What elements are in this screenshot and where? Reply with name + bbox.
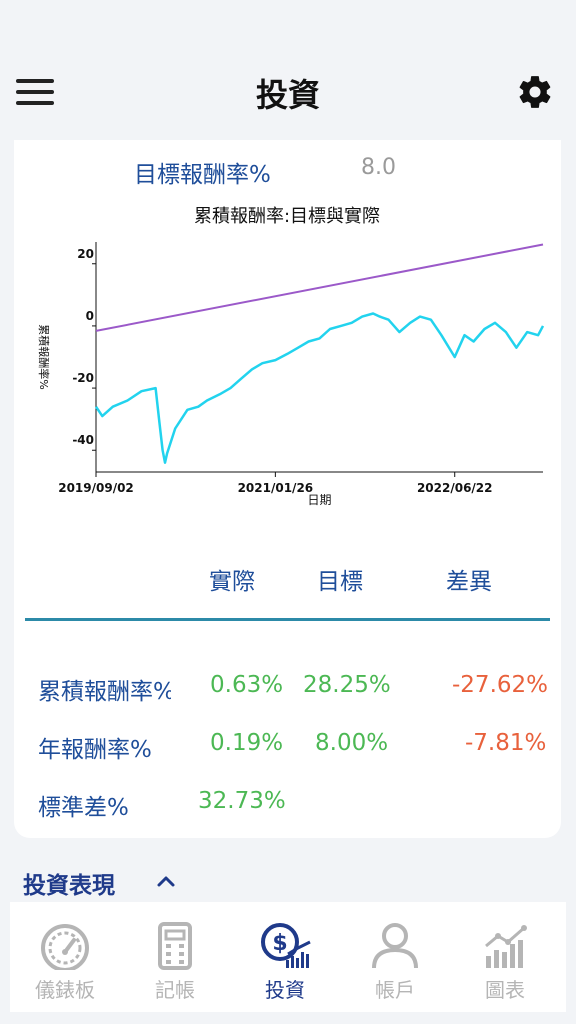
row-label-stddev: 標準差% [38, 795, 129, 821]
column-header-target: 目標 [317, 569, 363, 595]
nav-label: 帳戶 [375, 978, 415, 1002]
row-label-cumulative: 累積報酬率% [38, 679, 171, 705]
target-return-label: 目標報酬率% [134, 162, 271, 188]
nav-label: 儀錶板 [35, 978, 95, 1002]
nav-label: 投資 [265, 978, 305, 1002]
bar-chart-icon [485, 925, 527, 968]
x-tick-label: 2022/06/22 [417, 481, 493, 495]
chevron-up-icon[interactable] [154, 869, 178, 893]
column-header-actual: 實際 [209, 569, 255, 595]
hamburger-menu-icon[interactable] [16, 79, 54, 109]
y-tick-label: -20 [72, 371, 94, 385]
annual-target-value: 8.00% [315, 730, 389, 756]
calculator-icon [158, 922, 192, 970]
x-tick-label: 2021/01/26 [238, 481, 314, 495]
cumulative-return-chart: 累積報酬率:目標與實際 20 0 -20 -40 2019/09/02 2021/01/26… [14, 192, 561, 522]
y-tick-label: 20 [77, 247, 94, 261]
column-header-diff: 差異 [446, 569, 492, 595]
user-account-icon [372, 923, 418, 969]
stddev-actual-value: 32.73% [198, 788, 286, 814]
target-return-input[interactable]: 8.0 [361, 155, 396, 180]
gear-icon[interactable] [516, 73, 554, 111]
chart-title: 累積報酬率:目標與實際 [194, 206, 380, 227]
y-tick-label: 0 [86, 309, 94, 323]
nav-item-bookkeeping[interactable]: 記帳 [120, 902, 230, 1012]
dashboard-gauge-icon [41, 924, 89, 970]
annual-diff-value: -7.81% [465, 730, 547, 756]
x-tick-label: 2019/09/02 [58, 481, 134, 495]
nav-item-charts[interactable]: 圖表 [450, 902, 560, 1012]
chart-svg: 累積報酬率:目標與實際 20 0 -20 -40 2019/09/02 2021/01/26… [37, 206, 545, 507]
bottom-nav: 儀錶板 記帳 $ 投資 [10, 902, 566, 1012]
table-divider [25, 618, 550, 621]
cumulative-diff-value: -27.62% [452, 672, 548, 698]
nav-label: 圖表 [485, 978, 525, 1002]
cumulative-target-value: 28.25% [303, 672, 391, 698]
annual-actual-value: 0.19% [210, 730, 284, 756]
investment-dollar-icon: $ [261, 923, 311, 968]
nav-label: 記帳 [155, 978, 195, 1002]
series-line-target [95, 243, 544, 332]
row-label-annual: 年報酬率% [38, 737, 152, 763]
nav-item-account[interactable]: 帳戶 [340, 902, 450, 1012]
series-line-actual [94, 312, 545, 464]
page-title: 投資 [255, 76, 320, 114]
cumulative-actual-value: 0.63% [210, 672, 284, 698]
y-tick-label: -40 [72, 433, 94, 447]
app-header: 投資 [0, 0, 576, 140]
y-axis-label: 累積報酬率% [37, 324, 51, 389]
section-title-performance[interactable]: 投資表現 [23, 873, 115, 899]
investment-summary-card: 目標報酬率% 8.0 累積報酬率:目標與實際 20 0 -20 -40 2019/09/0… [14, 140, 561, 838]
nav-item-dashboard[interactable]: 儀錶板 [10, 902, 120, 1012]
svg-text:$: $ [272, 931, 287, 956]
nav-item-investment[interactable]: $ 投資 [230, 902, 340, 1012]
x-axis-label: 日期 [307, 493, 331, 507]
